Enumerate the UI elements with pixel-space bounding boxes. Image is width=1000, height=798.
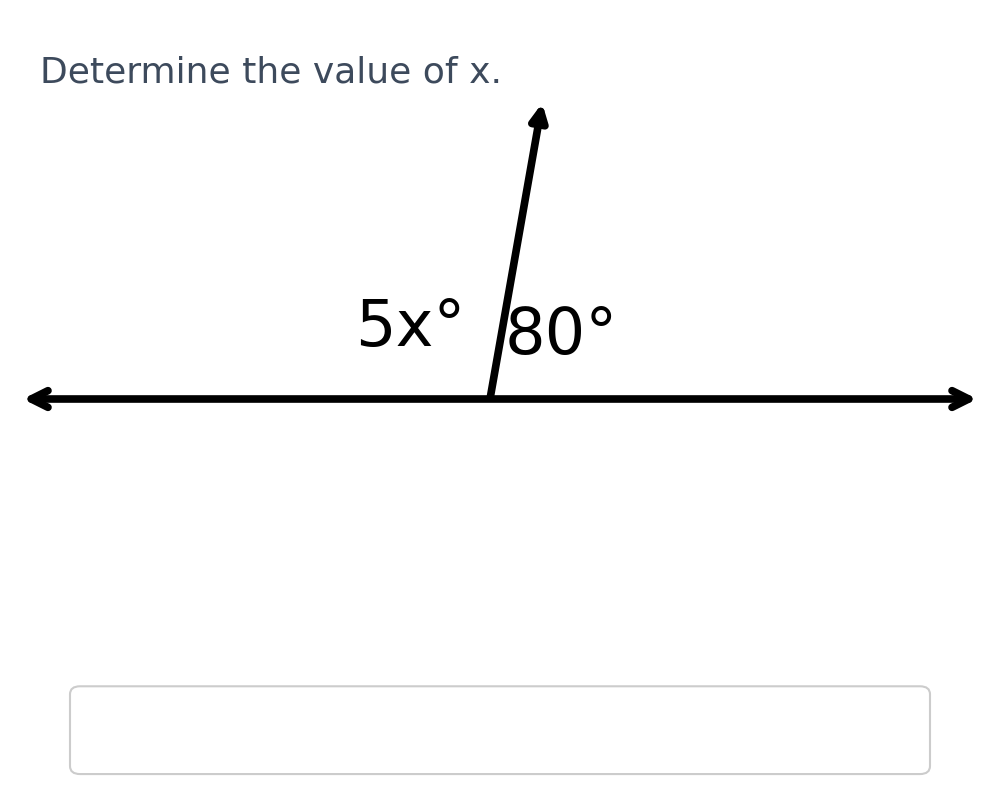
FancyBboxPatch shape — [70, 686, 930, 774]
Text: 5x°: 5x° — [355, 297, 465, 359]
Text: 80°: 80° — [505, 305, 618, 367]
Text: Determine the value of x.: Determine the value of x. — [40, 56, 502, 90]
